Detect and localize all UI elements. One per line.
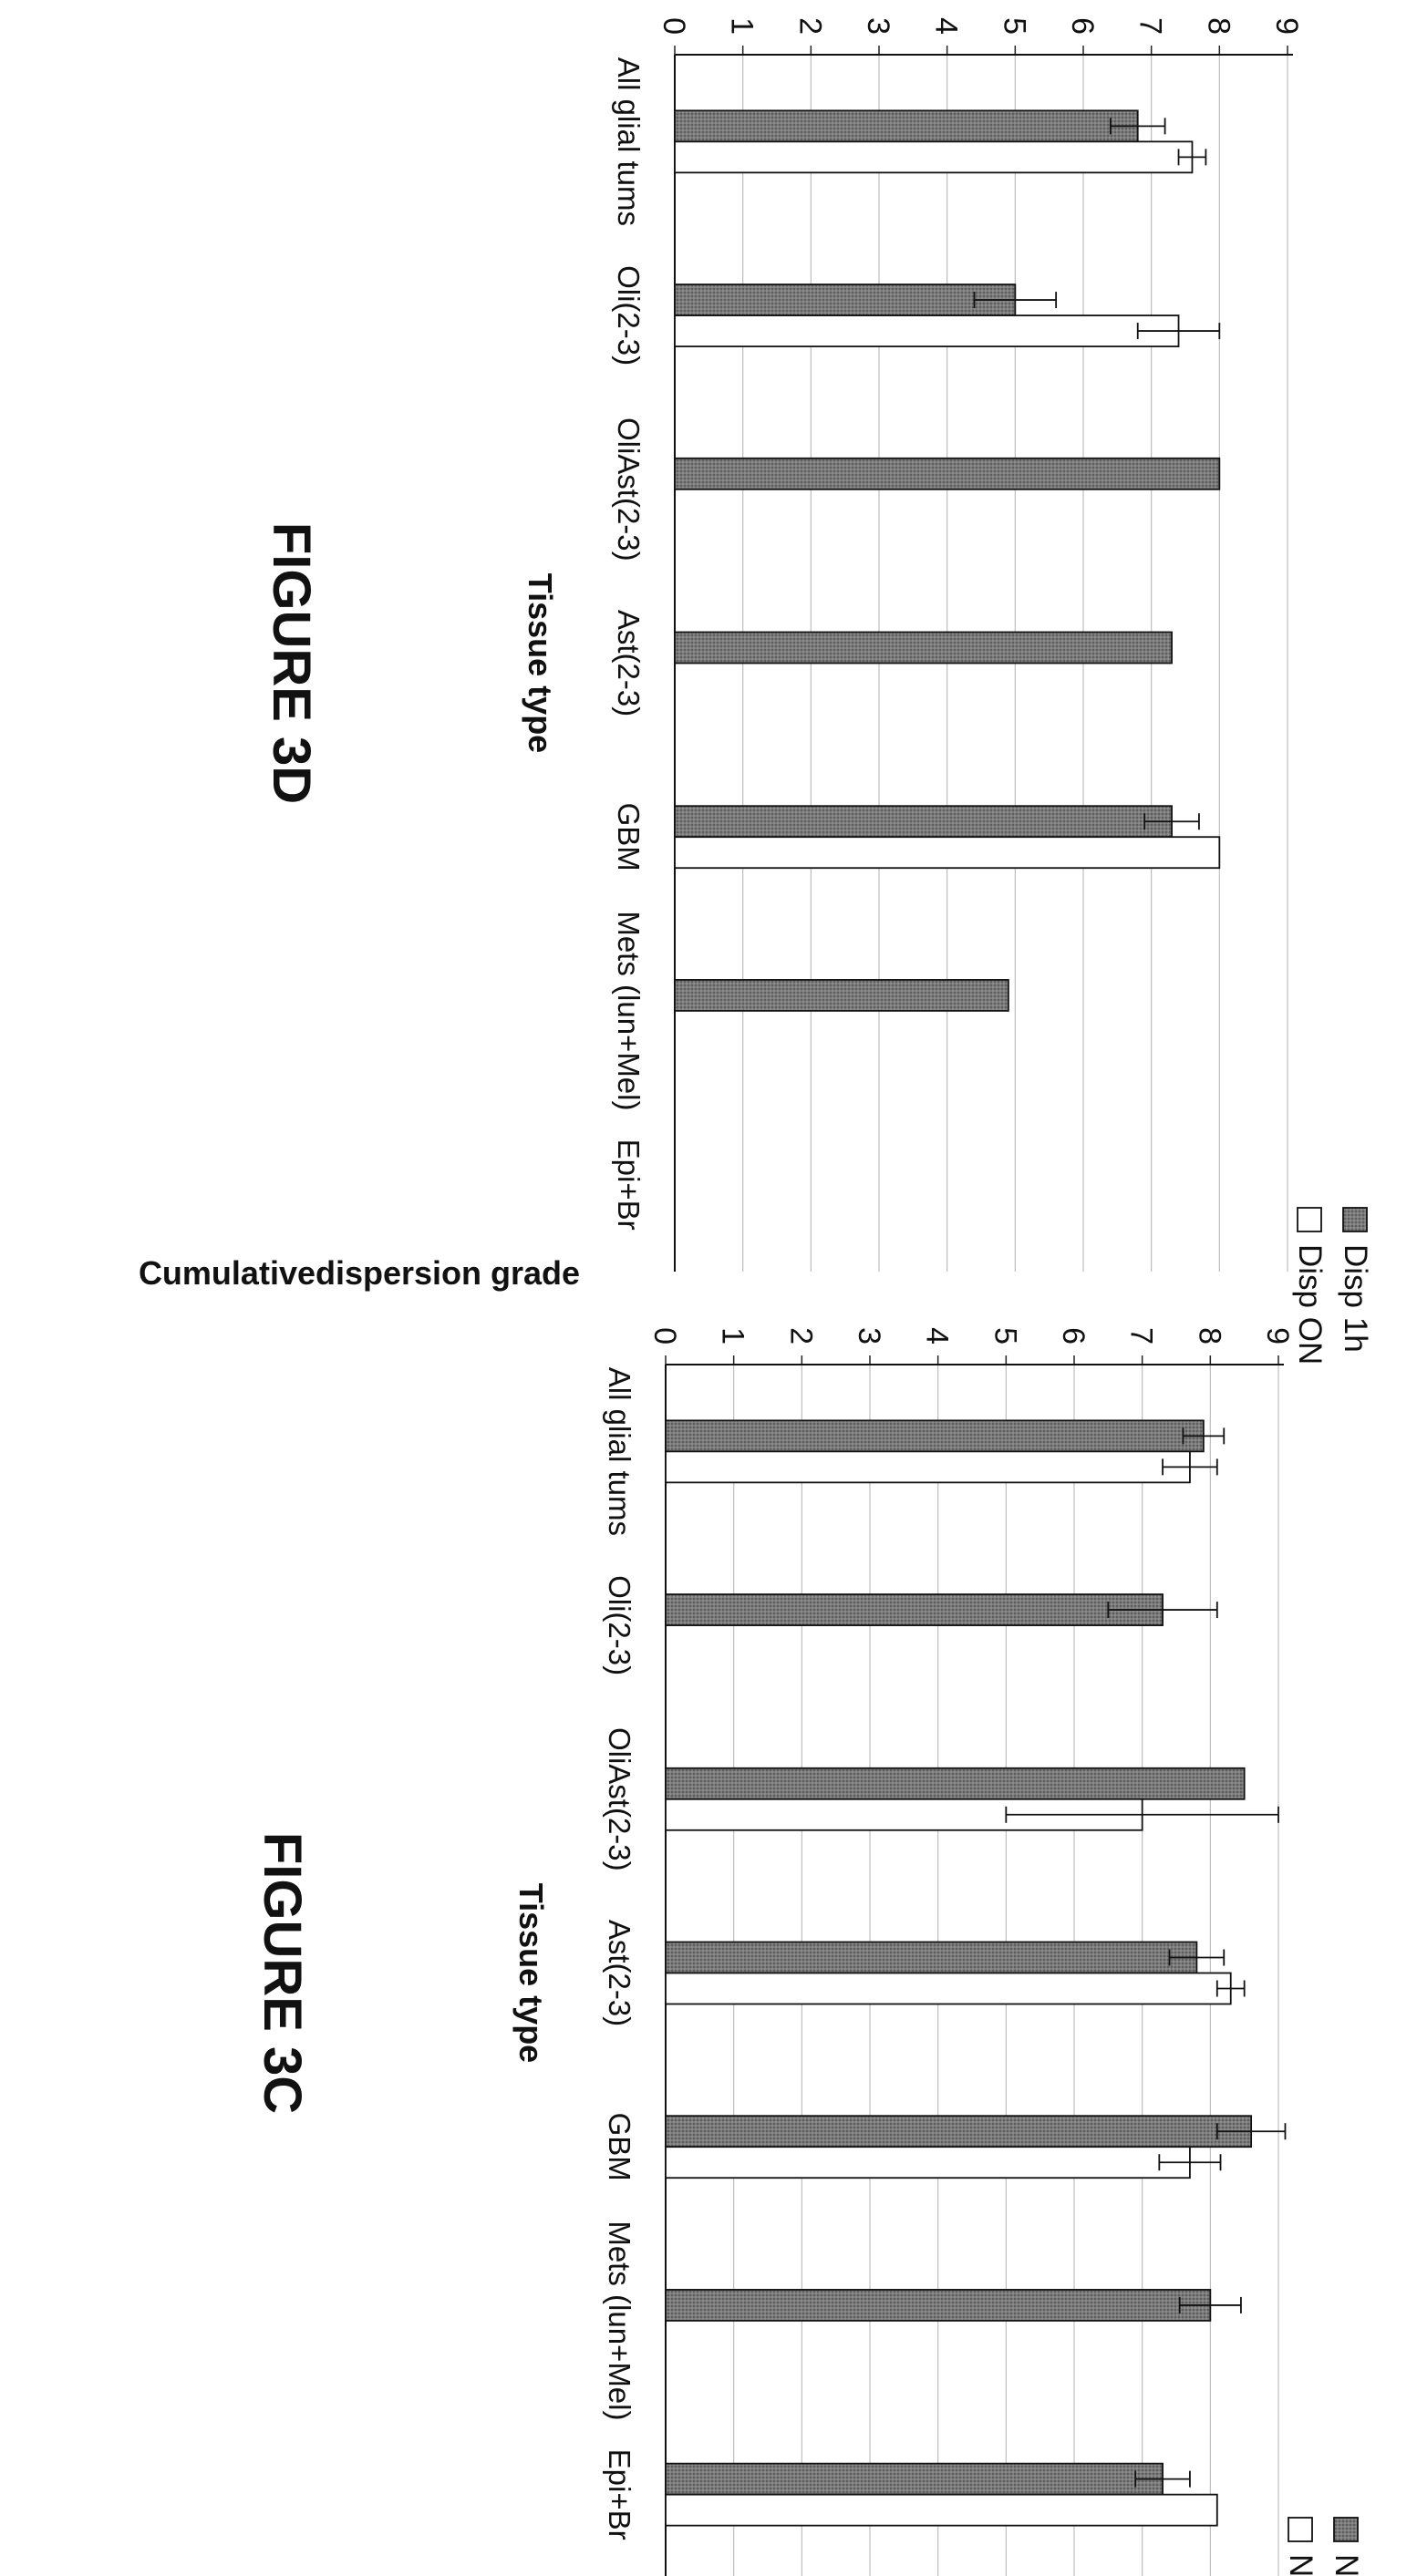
x-tick-label: Oli(2-3)	[612, 265, 646, 366]
y-tick-label: 0	[657, 17, 691, 35]
bar	[674, 979, 1009, 1012]
bar	[665, 2115, 1253, 2148]
x-tick-label: GBM	[603, 2113, 636, 2181]
legend: Disp 1h Disp ON	[1292, 1207, 1373, 1365]
y-tick-label: 7	[1124, 1327, 1159, 1345]
bar	[665, 2493, 1218, 2527]
bar	[665, 1941, 1198, 1974]
x-tick-label: OliAst(2-3)	[603, 1727, 636, 1871]
bar	[665, 2462, 1164, 2496]
y-tick-label: 7	[1133, 17, 1168, 35]
bar	[674, 140, 1194, 174]
y-tick-label: 6	[1065, 17, 1100, 35]
y-tick-label: 8	[1192, 1327, 1226, 1345]
y-tick-label: 2	[792, 17, 827, 35]
bar	[674, 805, 1173, 839]
x-tick-label: Mets (lun+Mel)	[603, 2221, 636, 2420]
x-tick-label: OliAst(2-3)	[612, 417, 646, 562]
y-tick-label: 0	[647, 1327, 682, 1345]
y-tick-label: 2	[783, 1327, 818, 1345]
y-tick-label: 6	[1056, 1327, 1091, 1345]
series-np-on	[665, 1450, 1279, 2527]
series-disp-on	[674, 140, 1221, 870]
bar	[674, 836, 1221, 870]
x-tick-label: Oli(2-3)	[603, 1575, 636, 1675]
chart-panel-3c: 0 1 2 3 4 5 6 7 8 9 All glial tums Oli(2-3) OliAst(2…	[139, 1254, 1364, 2576]
y-tick-label: 1	[716, 1327, 750, 1345]
bar	[674, 457, 1221, 490]
series-np-2h	[665, 1419, 1287, 2496]
figure-label: FIGURE 3D	[262, 522, 321, 804]
legend-label: Disp ON	[1292, 1244, 1328, 1365]
x-tick-label: GBM	[612, 803, 646, 871]
x-axis-title: Tissue type	[522, 573, 559, 753]
x-tick-label: Mets (lun+Mel)	[612, 911, 646, 1110]
legend: NP 2h NP ON	[1283, 2517, 1364, 2576]
series-disp-1h	[674, 109, 1221, 1012]
legend-swatch	[1297, 1207, 1322, 1232]
y-axis-title: Cumulativedispersion grade	[139, 1254, 580, 1292]
y-tick-label: 4	[920, 1327, 955, 1345]
y-tick-label: 3	[861, 17, 895, 35]
legend-label: Disp 1h	[1338, 1244, 1373, 1353]
legend-label: NP 2h	[1329, 2554, 1364, 2576]
chart-panel-3d: 0 1 2 3 4 5 6 7 8 9 All glial tums Oli(2-3) OliAst(2…	[262, 17, 1373, 1365]
y-tick-label: 3	[852, 1327, 886, 1345]
x-tick-label: All glial tums	[612, 57, 646, 226]
y-tick-label: 1	[725, 17, 760, 35]
bar	[665, 1972, 1232, 2005]
y-tick-label: 9	[1269, 17, 1304, 35]
x-axis-title: Tissue type	[512, 1883, 550, 2063]
y-tick-label: 5	[997, 17, 1031, 35]
x-tick-label: All glial tums	[603, 1367, 636, 1536]
bar	[665, 2289, 1212, 2322]
y-tick-label: 5	[988, 1327, 1022, 1345]
figure-label: FIGURE 3C	[253, 1832, 312, 2114]
bar	[665, 1593, 1164, 1626]
bar	[674, 109, 1139, 143]
x-tick-label: Epi+Br	[603, 2449, 636, 2540]
legend-swatch	[1342, 1207, 1368, 1232]
x-tick-label: Epi+Br	[612, 1139, 646, 1231]
bar	[665, 2146, 1191, 2179]
bar	[674, 283, 1017, 316]
legend-swatch	[1288, 2517, 1313, 2542]
bar	[665, 1450, 1191, 1484]
x-tick-label: Ast(2-3)	[612, 610, 646, 716]
x-tick-label: Ast(2-3)	[603, 1920, 636, 2026]
legend-label: NP ON	[1283, 2554, 1319, 2576]
y-tick-label: 9	[1260, 1327, 1295, 1345]
bar	[674, 631, 1173, 665]
bar	[674, 314, 1180, 347]
y-tick-label: 8	[1201, 17, 1236, 35]
legend-swatch	[1333, 2517, 1359, 2542]
y-tick-label: 4	[929, 17, 964, 35]
bar	[665, 1767, 1246, 1800]
bar	[665, 1419, 1205, 1453]
